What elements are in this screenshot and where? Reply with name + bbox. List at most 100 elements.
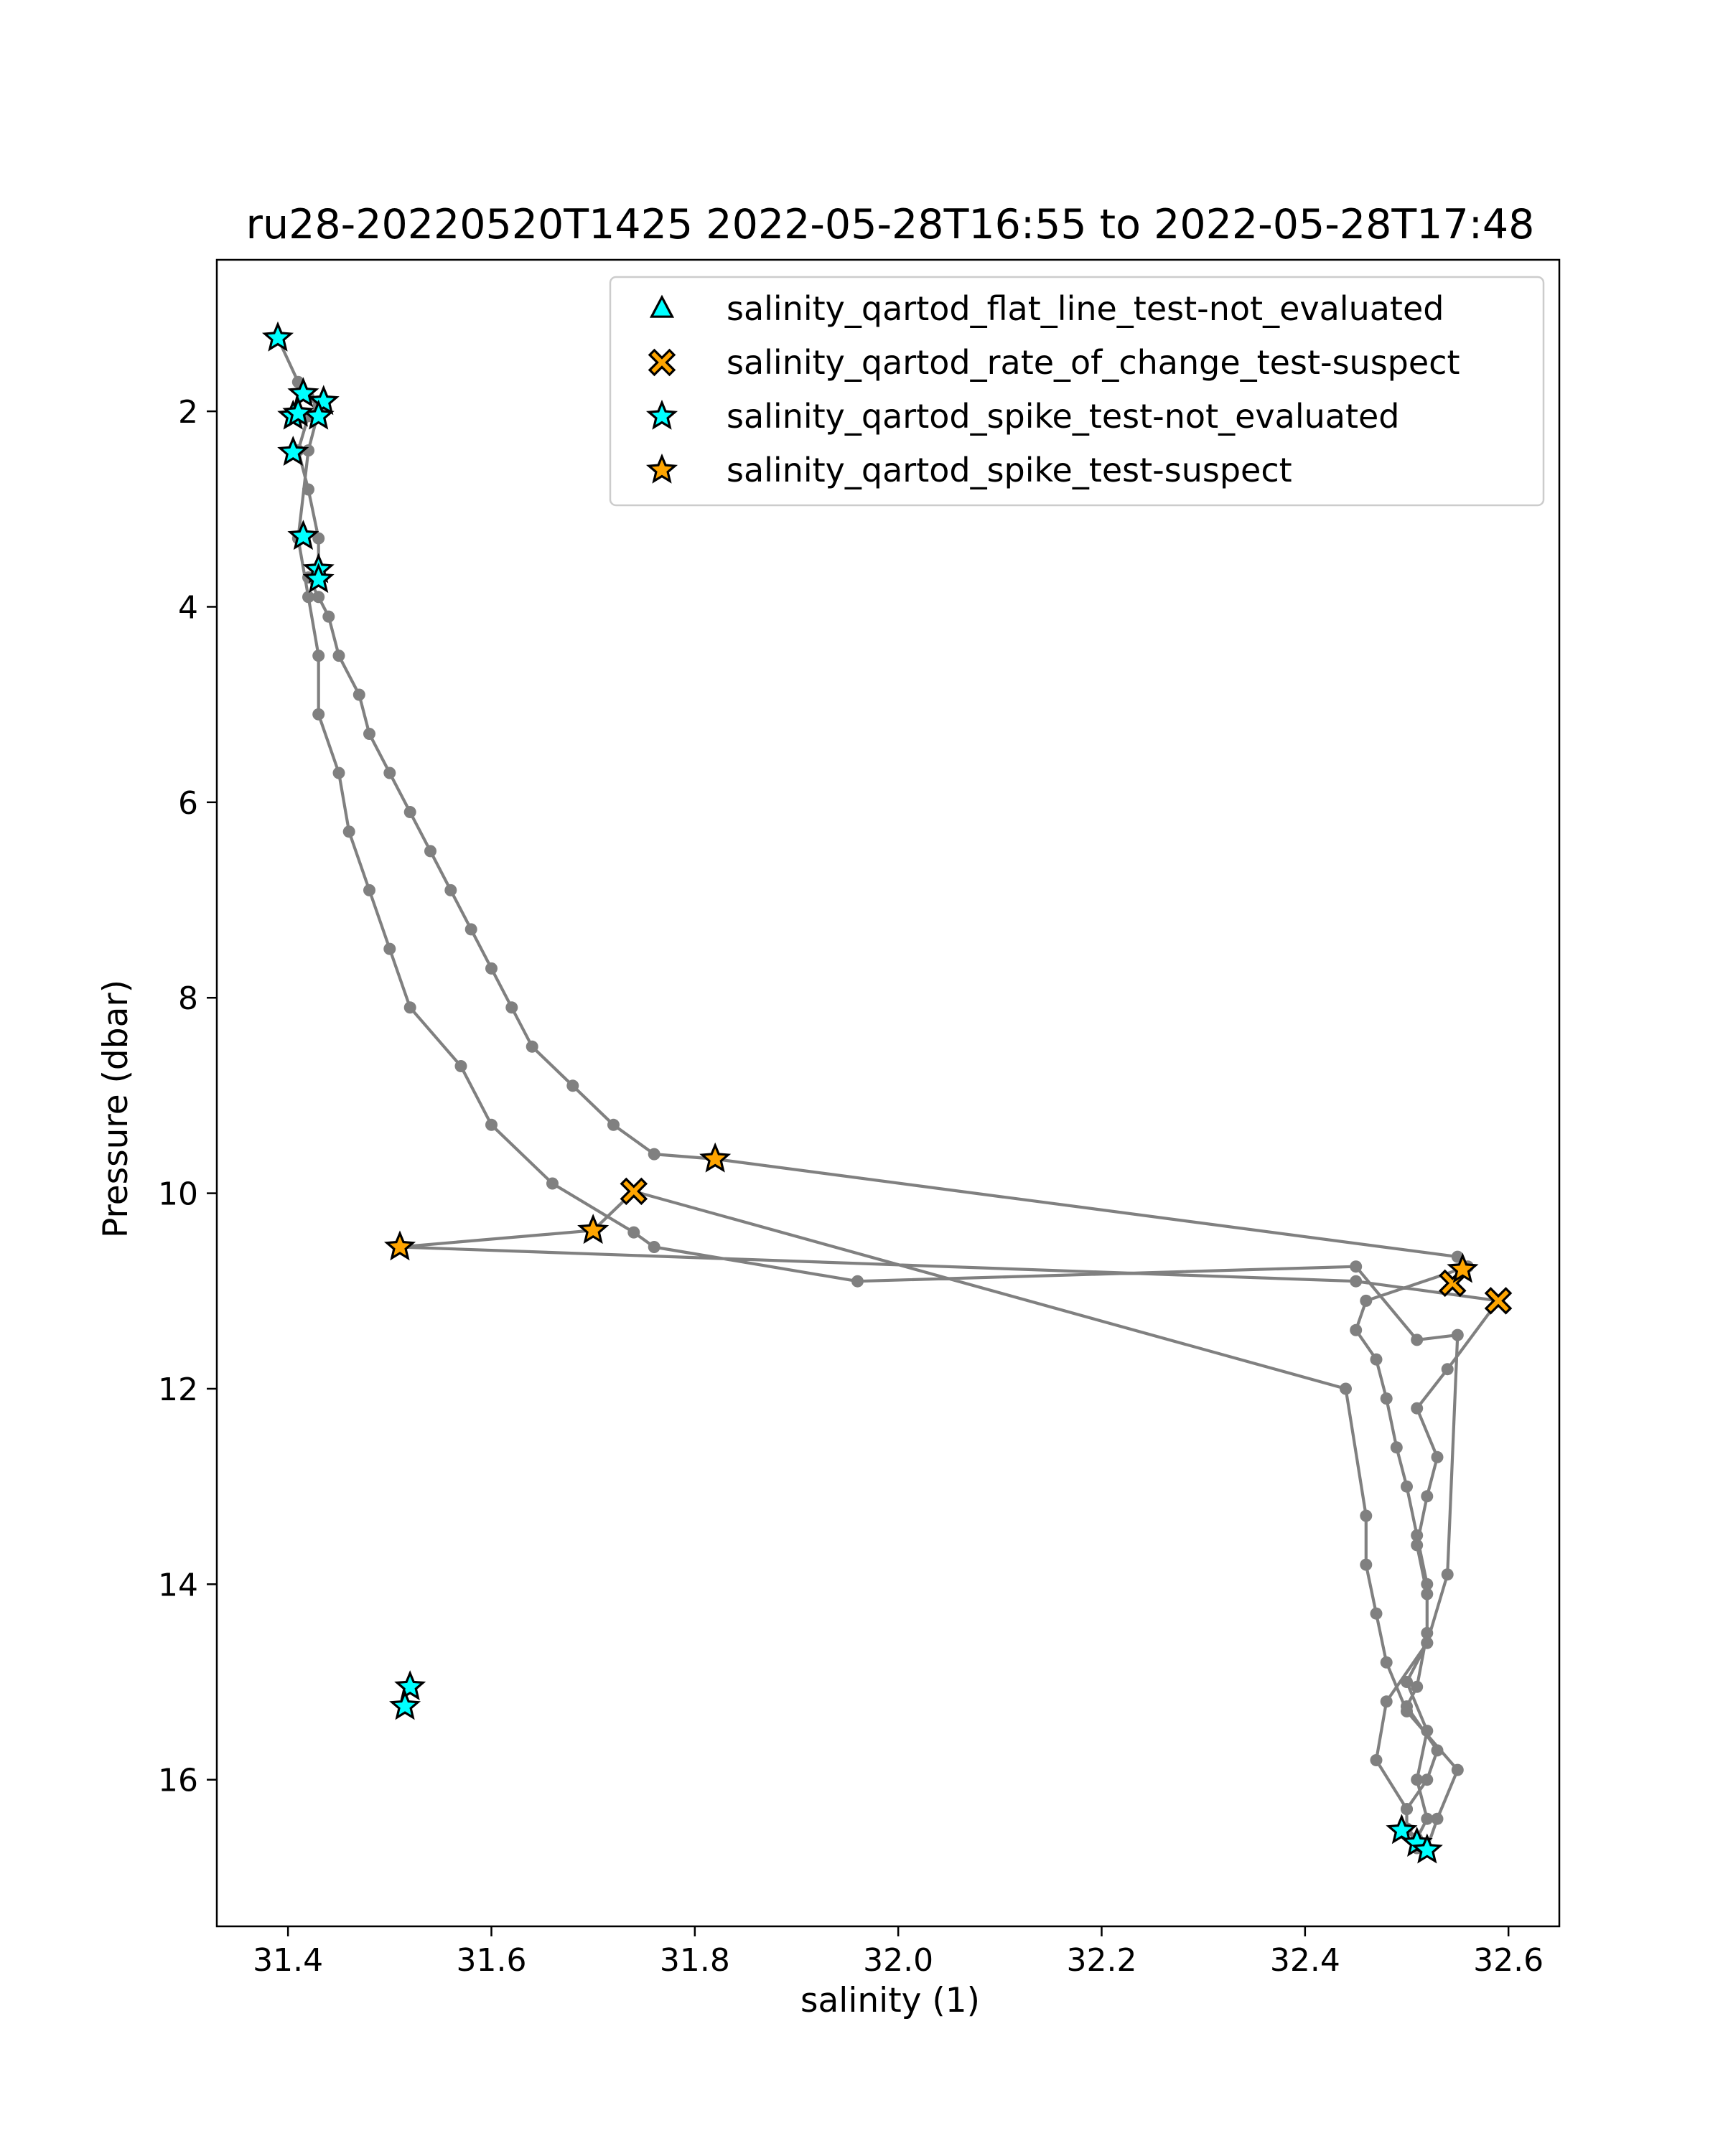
flag-marker [389,1689,421,1720]
flag-marker [287,377,319,408]
profile-point [1380,1392,1393,1405]
y-tick-label: 12 [158,1372,198,1408]
profile-point [332,650,345,662]
legend-item: salinity_qartod_spike_test-not_evaluated [645,397,1399,436]
profile-point [363,884,375,896]
profile-point [546,1177,559,1190]
profile-point [566,1079,579,1092]
profile-point [1380,1695,1393,1708]
y-tick-label: 6 [178,785,198,822]
y-tick-label: 16 [158,1763,198,1799]
profile-point [1451,1763,1464,1776]
flag-marker [1484,1287,1513,1315]
legend-label: salinity_qartod_flat_line_test-not_evalu… [727,289,1444,328]
profile-point [1421,1588,1434,1600]
profile-point [1401,1480,1413,1493]
flag-marker [620,1177,648,1206]
profile-point [302,591,314,604]
profile-point [1431,1450,1444,1463]
profile-point [312,708,325,721]
profile-point [403,806,416,818]
profile-point [485,1118,498,1131]
profile-point [444,884,457,896]
profile-point [424,845,436,858]
profile-point [1350,1323,1363,1336]
x-tick-label: 32.0 [863,1942,933,1979]
profile-point [1421,1636,1434,1649]
profile-point [1360,1558,1373,1571]
x-marker-icon [648,348,676,377]
profile-point [1411,1773,1424,1786]
profile-point [383,942,396,955]
axes-frame [215,258,1561,1928]
profile-point [312,532,325,545]
profile-point [454,1060,467,1072]
profile-point [1370,1754,1383,1766]
profile-point [332,767,345,779]
triangle-marker-icon [649,294,675,318]
x-axis-label: salinity (1) [800,1981,980,2020]
plot-area [261,321,1513,1864]
legend-item: salinity_qartod_rate_of_change_test-susp… [648,343,1460,382]
x-tick-label: 32.4 [1270,1942,1340,1979]
x-tick-label: 31.6 [457,1942,527,1979]
profile-point [342,825,355,838]
legend-label: salinity_qartod_rate_of_change_test-susp… [727,343,1460,382]
legend-label: salinity_qartod_spike_test-not_evaluated [727,397,1399,436]
legend-item: salinity_qartod_spike_test-suspect [645,451,1292,489]
profile-point [1421,1773,1434,1786]
y-tick-label: 4 [178,589,198,626]
profile-point [1370,1607,1383,1620]
profile-point [1380,1656,1393,1669]
legend-box [609,276,1545,507]
profile-point [1390,1441,1403,1454]
profile-point [1421,1812,1434,1825]
profile-point [485,962,498,975]
profile-point [526,1040,538,1053]
profile-point [607,1118,620,1131]
profile-point [363,728,375,740]
flag-marker [577,1214,610,1245]
profile-point [1360,1509,1373,1522]
profile-point [648,1241,660,1253]
flag-marker [394,1670,426,1701]
axes: 31.4 31.6 31.8 32.0 32.2 32.4 32.6 2 4 6 8 10 12 14 16 [158,258,1561,1979]
legend: salinity_qartod_flat_line_test-not_evalu… [609,276,1545,507]
profile-point [1421,1626,1434,1639]
profile-point [352,688,365,701]
flag-marker [1447,1252,1479,1283]
profile-point [1441,1568,1454,1581]
profile-point [1421,1490,1434,1503]
star-marker-icon [645,399,678,430]
profile-point [1421,1725,1434,1738]
profile-point [1411,1539,1424,1552]
chart-title: ru28-20220520T1425 2022-05-28T16:55 to 2… [246,201,1535,248]
profile-point [1401,1803,1413,1816]
x-tick-label: 32.2 [1067,1942,1137,1979]
legend-label: salinity_qartod_spike_test-suspect [727,451,1292,489]
profile-point [312,591,325,604]
profile-point [1431,1744,1444,1757]
profile-point [1411,1529,1424,1542]
flag-marker [699,1142,732,1173]
profile-point [1360,1294,1373,1307]
profile-point [1350,1260,1363,1273]
y-tick-label: 8 [178,980,198,1017]
flag-marker [261,321,294,352]
profile-point [312,650,325,662]
profile-point [302,483,314,496]
y-tick-label: 14 [158,1567,198,1603]
plot-inner [261,321,1513,1864]
profile-point [1411,1402,1424,1415]
profile-point [1340,1382,1352,1395]
profile-point [383,767,396,779]
flag-marker [383,1230,416,1261]
profile-point [322,610,335,623]
y-tick-label: 2 [178,394,198,431]
profile-point [464,923,477,936]
profile-point [1401,1676,1413,1688]
flag-marker [282,396,314,427]
profile-point [1411,1680,1424,1693]
profile-point [648,1148,660,1161]
